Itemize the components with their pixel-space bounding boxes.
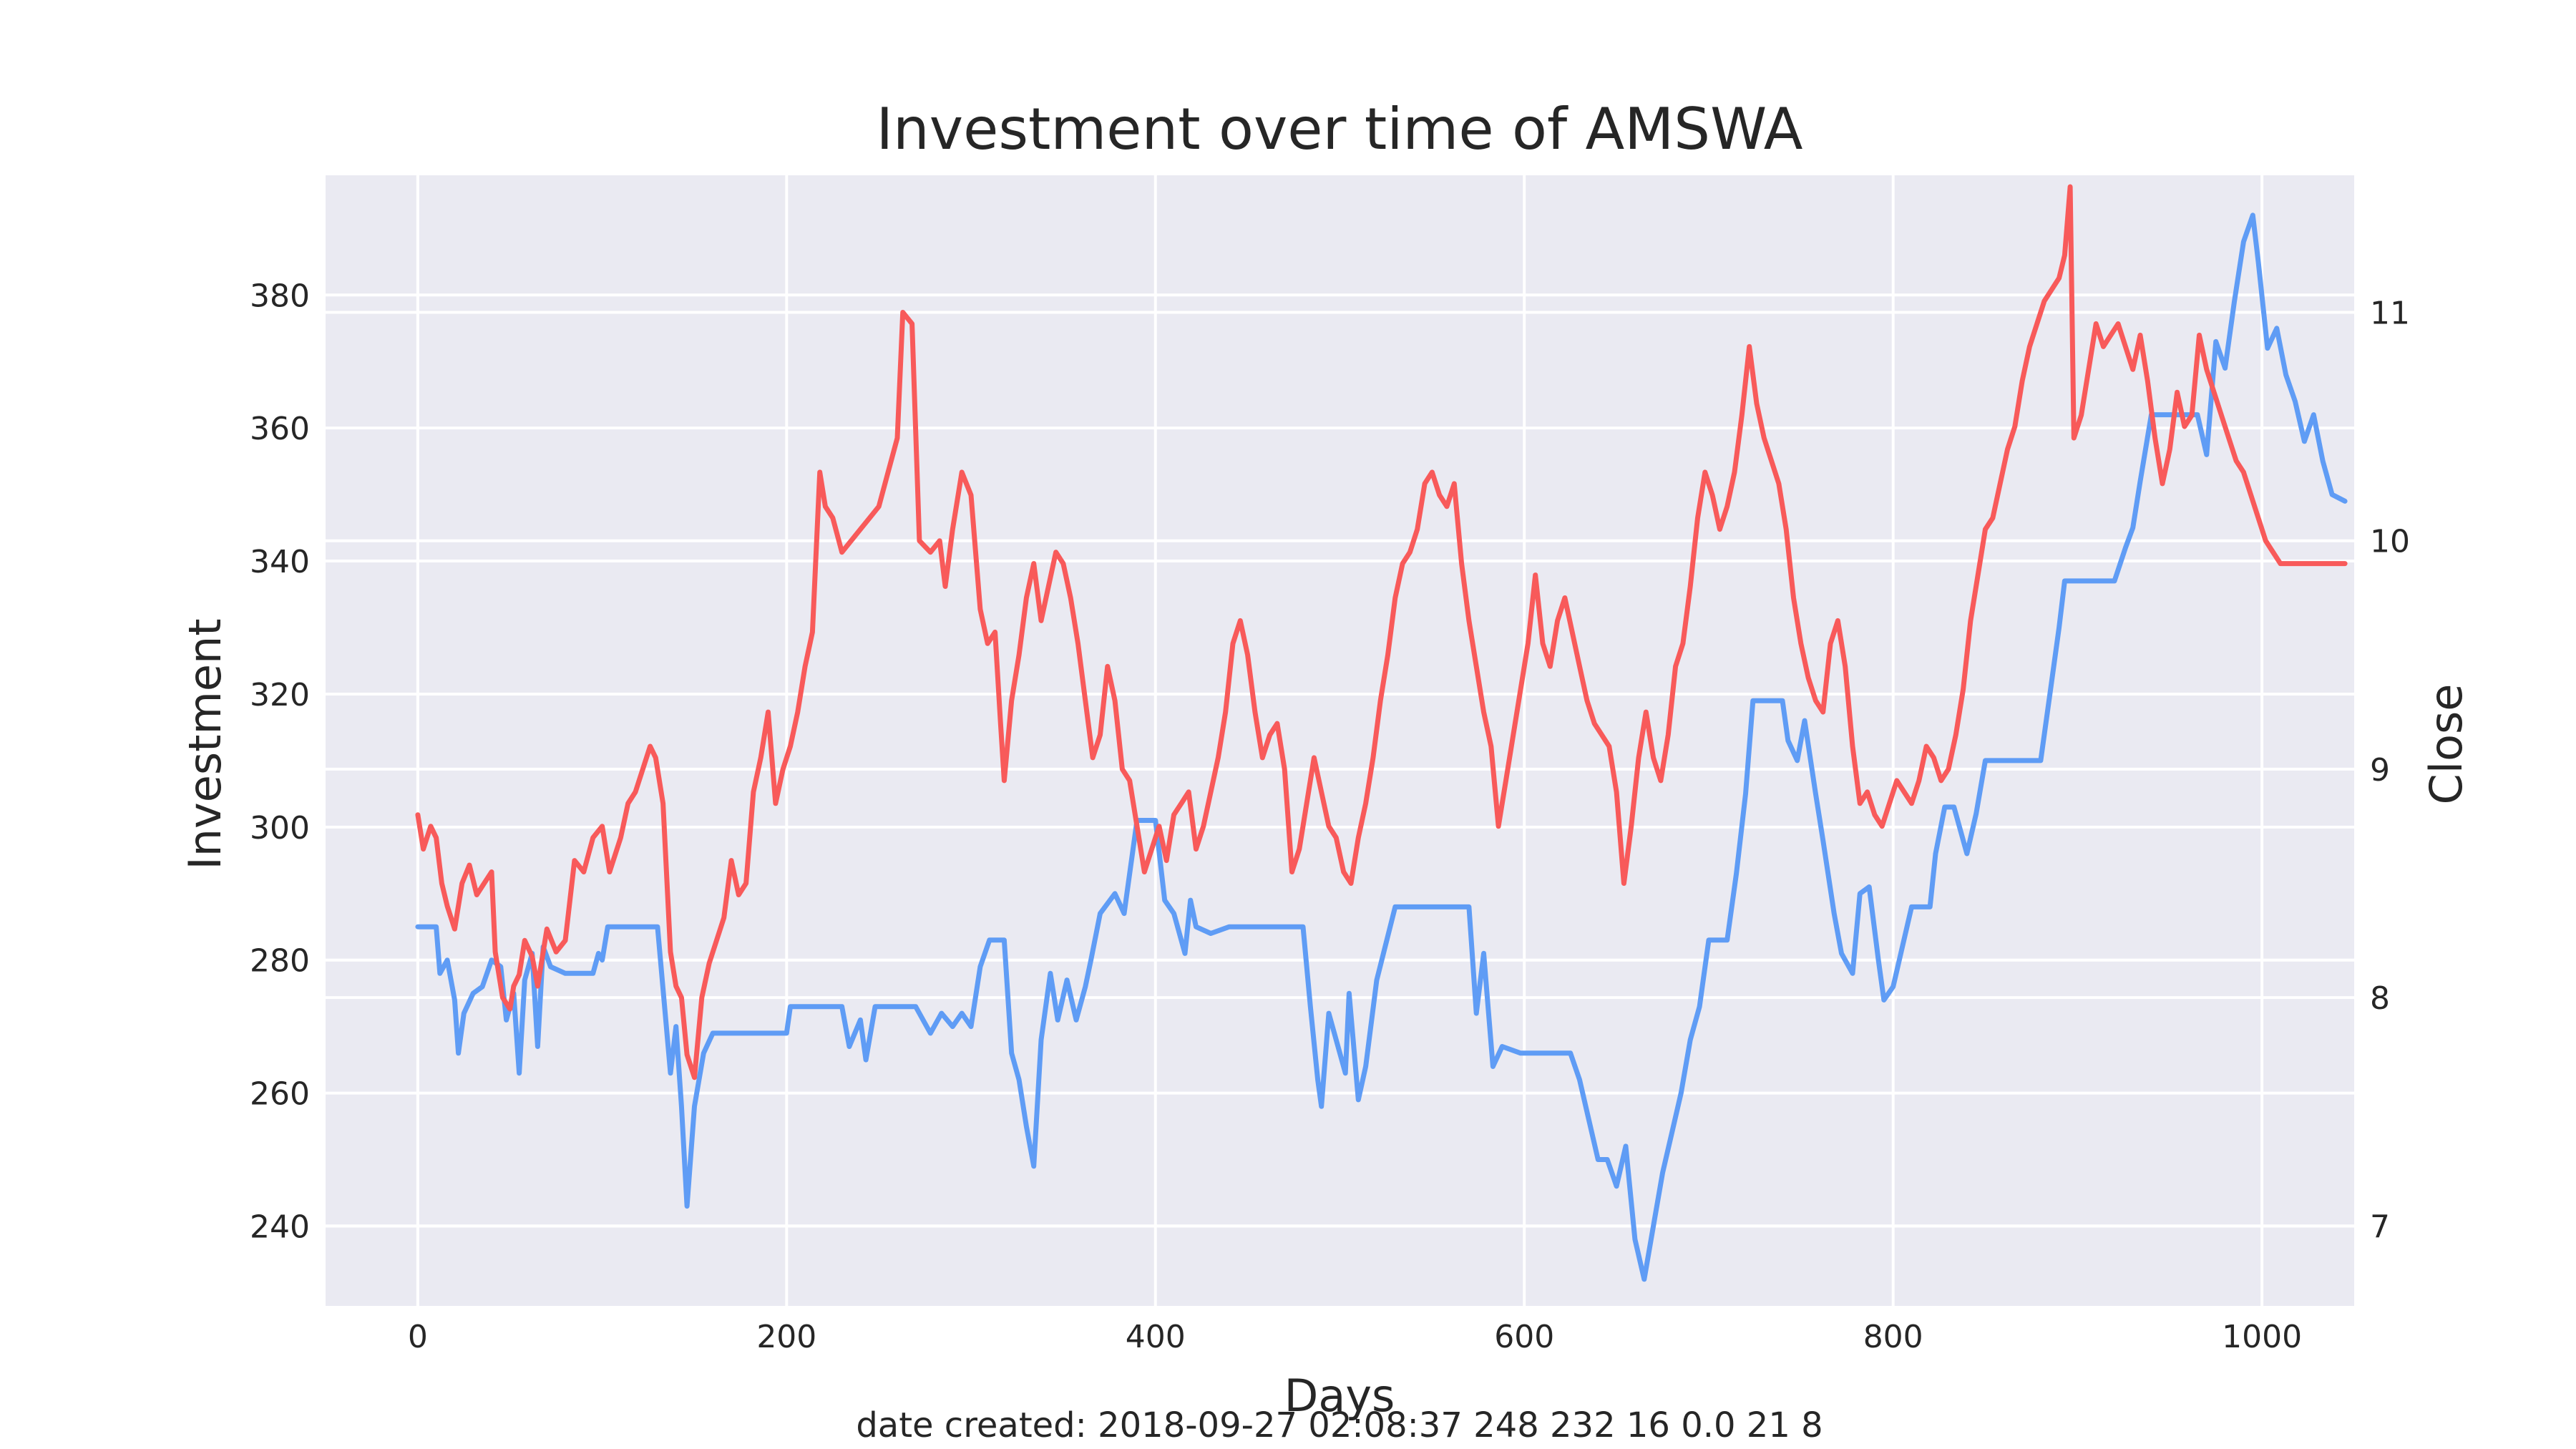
footer-timestamp: date created: 2018-09-27 02:08:37 248 23… bbox=[856, 1405, 1823, 1445]
y-left-tick-label: 300 bbox=[250, 810, 310, 847]
grid-horizontal-right bbox=[326, 311, 2354, 1228]
x-tick-labels: 0 200 400 600 800 1000 bbox=[408, 1319, 2302, 1355]
y-axis-label-left: Investment bbox=[179, 618, 231, 869]
y-axis-label-right: Close bbox=[2420, 684, 2472, 805]
chart-title: Investment over time of AMSWA bbox=[876, 96, 1802, 162]
y-left-tick-label: 320 bbox=[250, 677, 310, 713]
plot-area bbox=[326, 175, 2354, 1306]
x-tick-label: 0 bbox=[408, 1319, 428, 1355]
y-left-tick-label: 260 bbox=[250, 1076, 310, 1113]
grid-vertical bbox=[416, 175, 2264, 1306]
x-tick-label: 800 bbox=[1863, 1319, 1923, 1355]
y-right-tick-label: 10 bbox=[2370, 524, 2410, 560]
x-tick-label: 400 bbox=[1126, 1319, 1186, 1355]
x-tick-label: 600 bbox=[1494, 1319, 1554, 1355]
series-layer bbox=[415, 184, 2348, 1282]
investment-line bbox=[415, 213, 2348, 1282]
y-left-tick-label: 280 bbox=[250, 943, 310, 980]
close-price-line bbox=[415, 184, 2348, 1080]
y-left-tick-labels: 240 260 280 300 320 340 360 380 bbox=[250, 278, 310, 1245]
x-axis-label: Days bbox=[1284, 1370, 1395, 1422]
y-right-tick-label: 11 bbox=[2370, 296, 2410, 332]
y-left-tick-label: 380 bbox=[250, 278, 310, 314]
y-left-tick-label: 360 bbox=[250, 411, 310, 447]
y-right-tick-labels: 7 8 9 10 11 bbox=[2370, 296, 2410, 1246]
y-right-tick-label: 9 bbox=[2370, 752, 2390, 789]
x-tick-label: 1000 bbox=[2222, 1319, 2302, 1355]
y-left-tick-label: 340 bbox=[250, 544, 310, 580]
x-tick-label: 200 bbox=[756, 1319, 816, 1355]
y-right-tick-label: 8 bbox=[2370, 980, 2390, 1017]
y-right-tick-label: 7 bbox=[2370, 1209, 2390, 1245]
y-left-tick-label: 240 bbox=[250, 1209, 310, 1245]
